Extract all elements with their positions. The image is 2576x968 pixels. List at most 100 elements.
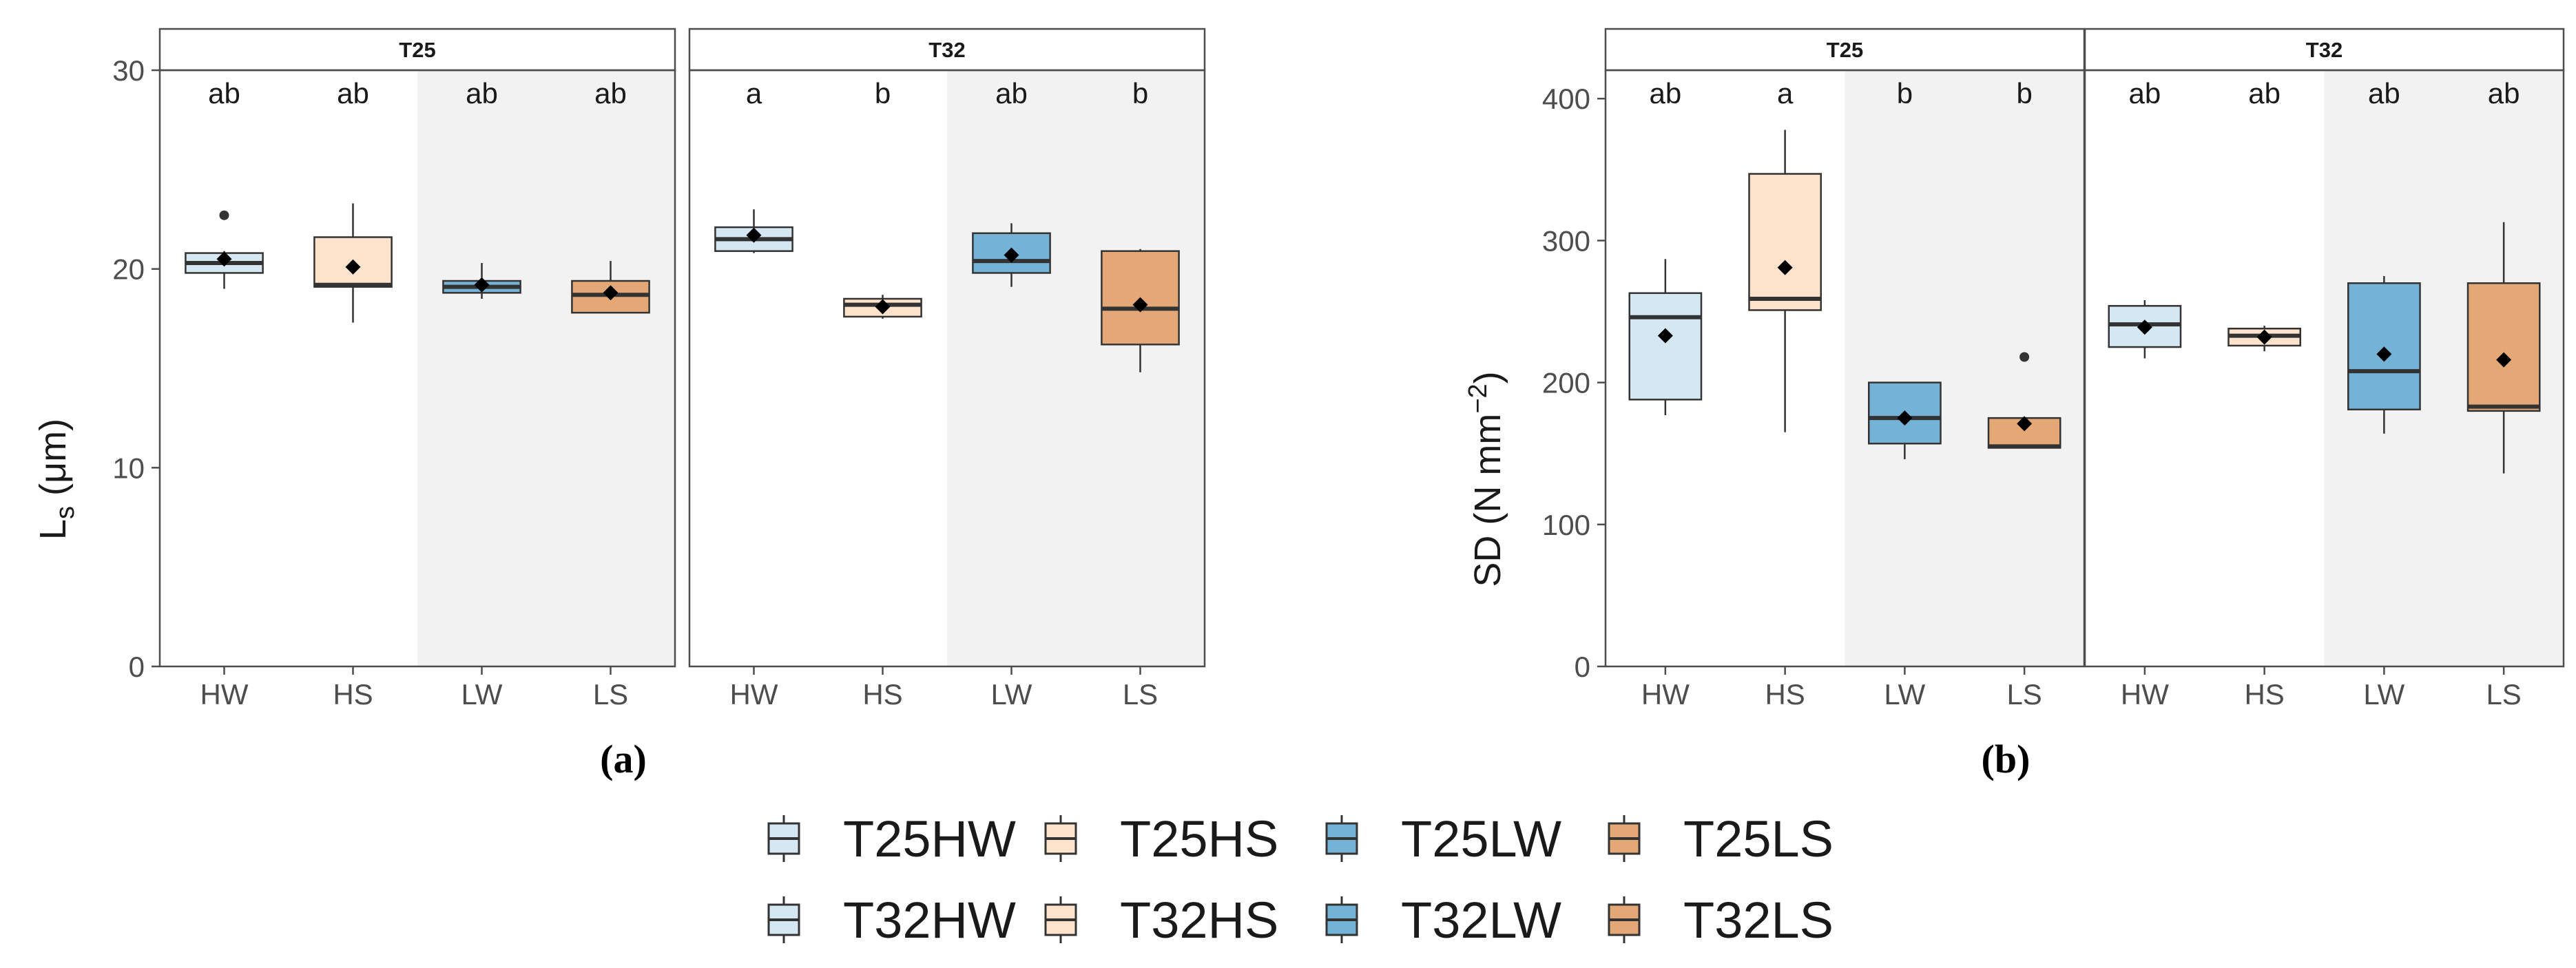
outlier-point [219, 210, 229, 220]
x-tick-label: HS [862, 678, 902, 711]
significance-letter: ab [208, 77, 240, 109]
significance-letter: b [1132, 77, 1148, 109]
facet-label: T25 [399, 38, 435, 62]
box-iqr [1748, 173, 1822, 311]
box-t32-hw [2108, 300, 2182, 359]
significance-letter: b [2016, 77, 2032, 109]
significance-letter: ab [2368, 77, 2400, 109]
x-tick-label: LS [593, 678, 628, 711]
x-tick-label: LW [1884, 678, 1925, 711]
legend-label: T32LS [1683, 892, 1834, 949]
x-tick-label: LW [991, 678, 1032, 711]
box-t32-hw [714, 209, 793, 253]
low-light-shading [1845, 70, 2084, 666]
box-t32-ls [1101, 249, 1180, 372]
box-t32-hs [2227, 326, 2301, 352]
facet-strip [688, 28, 1206, 72]
mean-marker [2137, 319, 2152, 335]
mean-marker [216, 251, 232, 267]
facet-strip [158, 28, 676, 72]
y-tick-label: 100 [1542, 509, 1590, 541]
legend-label: T25LS [1683, 810, 1834, 867]
facet-t32: T32 ab HW ab HS ab LW ab LS [2084, 28, 2565, 711]
panel-border [158, 69, 676, 668]
facet-strip [1604, 28, 2086, 72]
facet-t32: T32 a HW b HS ab LW b LS [688, 28, 1206, 711]
box-t25-ls [571, 261, 650, 314]
panel-border [688, 69, 1206, 668]
significance-letter: b [875, 77, 891, 109]
box-t25-hs [1748, 129, 1822, 432]
y-axis-title-superscript: −2 [1464, 383, 1493, 413]
box-iqr [2466, 282, 2541, 412]
significance-letter: ab [2248, 77, 2281, 109]
legend-item-t25ls: T25LS [1608, 810, 1834, 867]
significance-letter: ab [995, 77, 1028, 109]
y-tick-label: 0 [1575, 651, 1590, 683]
box-iqr [313, 236, 393, 288]
x-tick-label: HW [2121, 678, 2169, 711]
y-axis-title-end: ) [1467, 371, 1508, 383]
x-tick-label: LS [2486, 678, 2521, 711]
y-axis-title: SD (N mm−2) [1464, 371, 1508, 587]
legend-item-t25hw: T25HW [767, 810, 1016, 867]
y-axis-title-unit: (μm) [32, 419, 74, 506]
legend-item-t32hw: T32HW [767, 892, 1016, 949]
y-tick-label: 200 [1542, 367, 1590, 399]
y-tick-label: 10 [112, 452, 145, 484]
legend-label: T25HW [843, 810, 1016, 867]
facet-t25: T25 ab HW a HS b LW b LS [1604, 28, 2086, 711]
y-tick-label: 20 [112, 253, 145, 286]
legend: T25HW T25HS T25LW T25LS T32HW T32HS T32LW T32LS [767, 810, 1834, 949]
box-t32-lw [972, 223, 1051, 287]
mean-marker [345, 259, 361, 275]
significance-letter: ab [2488, 77, 2520, 109]
low-light-shading [947, 70, 1205, 666]
mean-marker [1777, 260, 1793, 275]
box-t25-hs [313, 203, 393, 323]
mean-marker [2017, 416, 2033, 432]
box-t25-hw [185, 210, 264, 289]
y-tick-label: 30 [112, 54, 145, 87]
x-tick-label: HW [200, 678, 249, 711]
facet-label: T25 [1827, 38, 1863, 62]
box-t25-lw [1868, 381, 1942, 459]
legend-label: T25HS [1120, 810, 1278, 867]
panel-label: (b) [1982, 737, 2030, 781]
significance-letter: a [746, 77, 762, 109]
facet-t25: T25 ab HW ab HS ab LW ab LS [158, 28, 676, 711]
mean-marker [2256, 329, 2272, 345]
low-light-shading [417, 70, 675, 666]
mean-marker [1657, 328, 1673, 344]
box-t25-ls [1987, 352, 2061, 449]
y-axis-title: Ls (μm) [32, 419, 80, 540]
significance-letter: ab [466, 77, 498, 109]
significance-letter: ab [1650, 77, 1682, 109]
mean-marker [2496, 352, 2512, 368]
box-t32-lw [2347, 275, 2421, 434]
significance-letter: b [1897, 77, 1913, 109]
legend-label: T32LW [1401, 892, 1561, 949]
legend-item-t25lw: T25LW [1325, 810, 1561, 867]
facet-label: T32 [2306, 38, 2343, 62]
x-tick-label: LS [2006, 678, 2042, 711]
legend-item-t25hs: T25HS [1044, 810, 1278, 867]
x-tick-label: HS [2244, 678, 2284, 711]
x-tick-label: LW [2363, 678, 2404, 711]
legend-label: T32HW [843, 892, 1016, 949]
y-axis-title-main: SD (N mm [1467, 414, 1508, 587]
mean-marker [1004, 247, 1019, 263]
box-iqr [1628, 292, 1703, 401]
y-axis-title-subscript: s [51, 506, 80, 519]
mean-marker [1132, 297, 1148, 313]
x-tick-label: HS [1765, 678, 1805, 711]
x-tick-label: LW [461, 678, 503, 711]
legend-item-t32hs: T32HS [1044, 892, 1278, 949]
y-tick-label: 400 [1542, 83, 1590, 115]
mean-marker [603, 285, 619, 301]
box-t25-lw [442, 263, 521, 299]
facet-label: T32 [928, 38, 965, 62]
x-tick-label: HS [333, 678, 373, 711]
significance-letter: a [1777, 77, 1794, 109]
